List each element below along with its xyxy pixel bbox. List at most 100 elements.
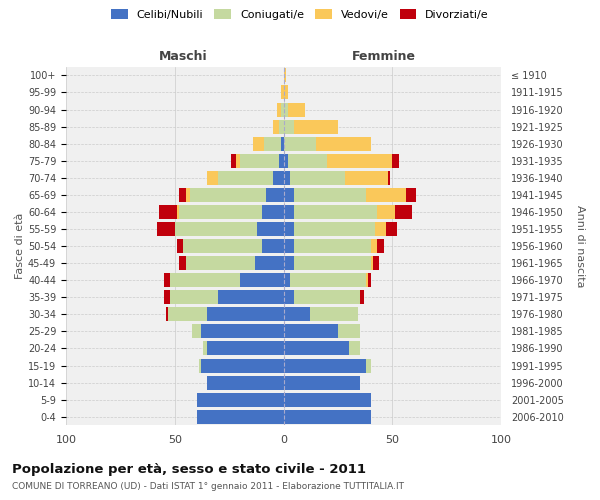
Bar [368, 273, 371, 287]
Bar [257, 222, 284, 236]
Bar [284, 86, 288, 100]
Bar [295, 290, 360, 304]
Bar [406, 188, 416, 202]
Bar [284, 410, 371, 424]
Bar [375, 222, 386, 236]
Bar [310, 308, 358, 322]
Bar [295, 205, 377, 219]
Y-axis label: Anni di nascita: Anni di nascita [575, 205, 585, 288]
Bar [284, 273, 290, 287]
Bar [288, 102, 305, 117]
Bar [284, 136, 316, 150]
Bar [284, 171, 290, 185]
Y-axis label: Fasce di età: Fasce di età [15, 213, 25, 280]
Bar [367, 273, 368, 287]
Bar [284, 102, 288, 117]
Bar [371, 256, 373, 270]
Bar [388, 171, 390, 185]
Bar [284, 239, 295, 253]
Bar [279, 154, 284, 168]
Bar [201, 358, 284, 372]
Bar [284, 205, 295, 219]
Bar [279, 120, 284, 134]
Bar [208, 342, 284, 355]
Bar [177, 239, 184, 253]
Text: Maschi: Maschi [159, 50, 208, 64]
Bar [284, 392, 371, 406]
Bar [360, 290, 364, 304]
Bar [240, 154, 279, 168]
Bar [290, 273, 367, 287]
Bar [166, 308, 168, 322]
Bar [218, 171, 272, 185]
Bar [170, 273, 240, 287]
Bar [199, 358, 201, 372]
Bar [295, 188, 367, 202]
Bar [349, 342, 360, 355]
Bar [377, 205, 395, 219]
Legend: Celibi/Nubili, Coniugati/e, Vedovi/e, Divorziati/e: Celibi/Nubili, Coniugati/e, Vedovi/e, Di… [107, 5, 493, 24]
Bar [240, 273, 284, 287]
Bar [190, 188, 266, 202]
Bar [284, 358, 367, 372]
Bar [197, 410, 284, 424]
Text: Popolazione per età, sesso e stato civile - 2011: Popolazione per età, sesso e stato civil… [12, 462, 366, 475]
Bar [281, 102, 284, 117]
Bar [164, 290, 170, 304]
Bar [295, 222, 375, 236]
Bar [253, 136, 264, 150]
Bar [218, 290, 284, 304]
Bar [185, 256, 255, 270]
Bar [295, 239, 371, 253]
Bar [185, 188, 190, 202]
Bar [164, 273, 170, 287]
Bar [338, 324, 360, 338]
Bar [179, 188, 185, 202]
Bar [284, 376, 360, 390]
Bar [316, 136, 371, 150]
Bar [281, 136, 284, 150]
Bar [236, 154, 240, 168]
Bar [197, 392, 284, 406]
Bar [266, 188, 284, 202]
Bar [367, 188, 406, 202]
Bar [386, 222, 397, 236]
Bar [284, 342, 349, 355]
Bar [290, 171, 344, 185]
Bar [208, 308, 284, 322]
Bar [255, 256, 284, 270]
Bar [184, 239, 262, 253]
Bar [284, 188, 295, 202]
Bar [288, 154, 327, 168]
Bar [201, 324, 284, 338]
Text: Femmine: Femmine [352, 50, 416, 64]
Bar [284, 256, 295, 270]
Bar [284, 290, 295, 304]
Bar [157, 222, 175, 236]
Bar [373, 256, 379, 270]
Bar [208, 376, 284, 390]
Bar [284, 324, 338, 338]
Bar [284, 154, 288, 168]
Bar [284, 222, 295, 236]
Bar [208, 171, 218, 185]
Bar [284, 308, 310, 322]
Bar [295, 256, 371, 270]
Text: COMUNE DI TORREANO (UD) - Dati ISTAT 1° gennaio 2011 - Elaborazione TUTTITALIA.I: COMUNE DI TORREANO (UD) - Dati ISTAT 1° … [12, 482, 404, 491]
Bar [272, 120, 279, 134]
Bar [367, 358, 371, 372]
Bar [377, 239, 384, 253]
Bar [175, 222, 257, 236]
Bar [262, 239, 284, 253]
Bar [392, 154, 399, 168]
Bar [277, 102, 281, 117]
Bar [170, 290, 218, 304]
Bar [160, 205, 177, 219]
Bar [179, 256, 185, 270]
Bar [177, 205, 179, 219]
Bar [284, 120, 295, 134]
Bar [179, 205, 262, 219]
Bar [232, 154, 236, 168]
Bar [344, 171, 388, 185]
Bar [371, 239, 377, 253]
